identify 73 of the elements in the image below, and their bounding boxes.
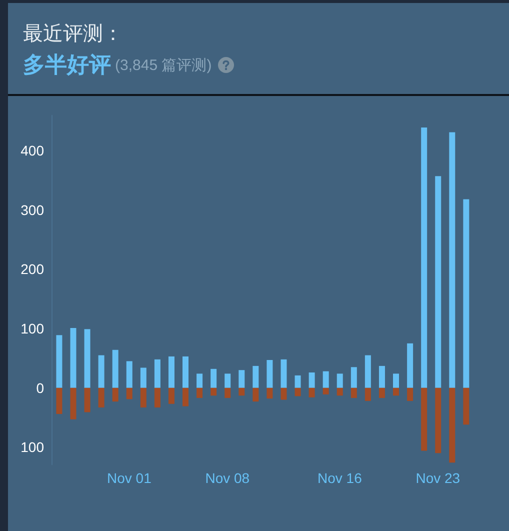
bar	[435, 176, 442, 388]
bar	[182, 388, 189, 406]
bar	[210, 368, 217, 388]
bar	[224, 388, 231, 398]
bar	[70, 328, 76, 388]
bar	[294, 388, 301, 396]
chart-title: 最近评测：	[23, 22, 123, 47]
bar	[168, 356, 174, 388]
bar	[463, 388, 470, 425]
y-tick-label: 400	[20, 142, 44, 159]
bar	[294, 375, 301, 388]
bar	[56, 335, 62, 388]
bar	[84, 329, 90, 388]
bar	[126, 388, 132, 400]
bar	[210, 388, 217, 396]
x-tick-label: Nov 16	[318, 470, 362, 486]
bar	[421, 127, 428, 388]
bar	[266, 388, 273, 399]
bar	[98, 388, 104, 408]
bar	[407, 343, 414, 388]
bar	[98, 355, 104, 388]
bar	[393, 388, 400, 396]
bar	[393, 374, 400, 388]
bar	[140, 368, 146, 388]
bar	[378, 388, 385, 398]
bar	[56, 388, 62, 414]
x-tick-label: Nov 08	[205, 470, 250, 486]
bar	[350, 388, 357, 398]
bar	[336, 374, 343, 388]
bar	[350, 367, 357, 388]
x-tick-label: Nov 01	[107, 470, 152, 486]
y-tick-label: 200	[20, 261, 44, 278]
bar	[280, 359, 287, 388]
bar	[266, 360, 273, 388]
bar	[378, 366, 385, 388]
y-tick-label: 300	[20, 202, 44, 218]
bar	[252, 388, 259, 402]
text: (3,845 篇评测)	[115, 56, 212, 74]
bar	[70, 388, 76, 420]
bar	[407, 388, 414, 401]
bar	[112, 388, 118, 402]
bar	[84, 388, 90, 412]
bar	[154, 388, 160, 408]
bar	[168, 388, 174, 404]
bar	[112, 350, 118, 388]
bar	[224, 374, 231, 388]
bar	[421, 388, 428, 451]
bar	[322, 371, 329, 388]
bar	[435, 388, 442, 454]
bar	[238, 388, 245, 396]
bar	[280, 388, 287, 400]
bar	[336, 388, 343, 396]
chart-subtitle: 多半好评	[23, 51, 111, 79]
y-tick-label: 0	[36, 380, 44, 396]
bar	[238, 370, 245, 388]
bar	[182, 356, 189, 388]
y-tick-label: 100	[20, 320, 44, 337]
bar	[364, 355, 371, 388]
bar	[449, 388, 456, 463]
bar	[364, 388, 371, 401]
bar	[196, 388, 203, 398]
bar	[154, 359, 160, 388]
bar	[252, 366, 259, 388]
bar	[308, 388, 315, 398]
bar	[463, 199, 470, 388]
bar	[322, 388, 329, 394]
bar	[140, 388, 146, 408]
bar	[449, 132, 456, 388]
x-tick-label: Nov 23	[416, 470, 460, 486]
bar	[308, 372, 315, 388]
y-tick-label: 100	[20, 439, 44, 456]
bar	[196, 374, 203, 388]
bar	[126, 361, 132, 388]
